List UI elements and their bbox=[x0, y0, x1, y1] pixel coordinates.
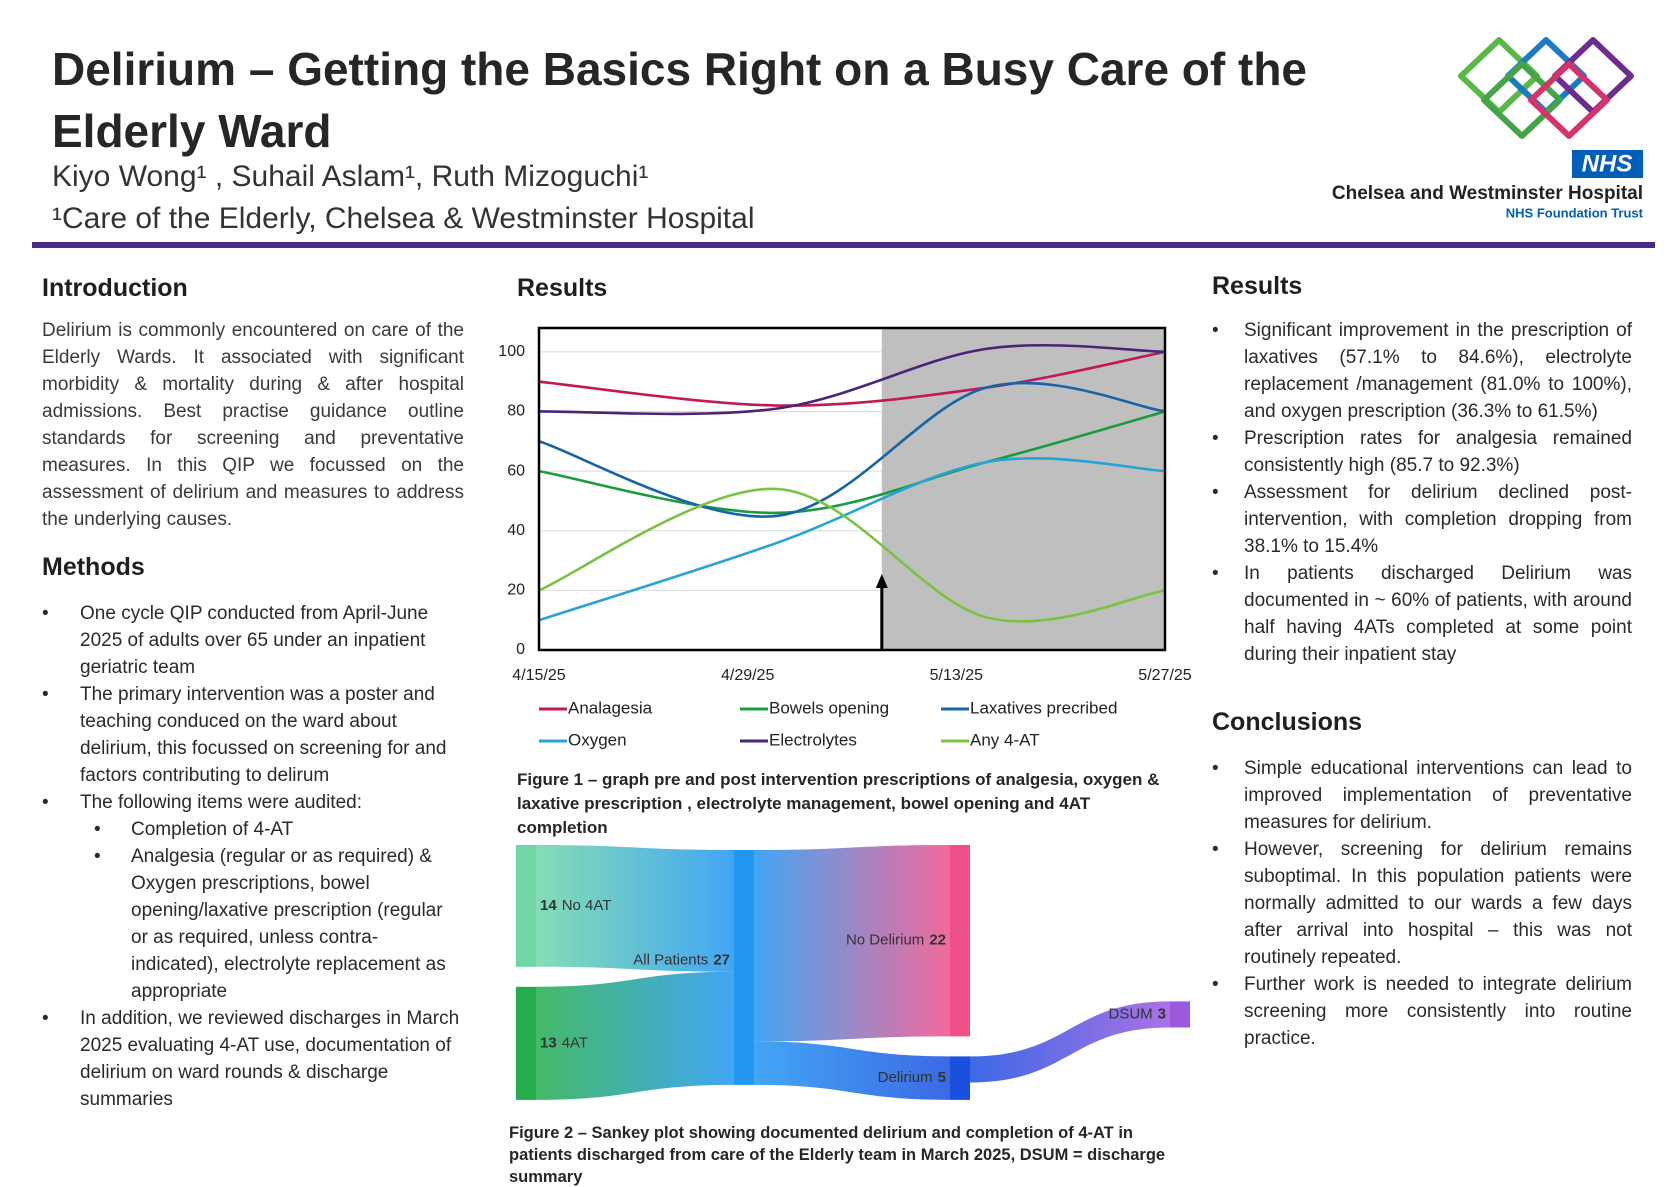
y-tick-label: 60 bbox=[507, 462, 525, 479]
series-line bbox=[538, 381, 1166, 518]
list-item: Simple educational interventions can lea… bbox=[1212, 755, 1632, 836]
list-item: In patients discharged Delirium was docu… bbox=[1212, 560, 1632, 668]
item-text: The primary intervention was a poster an… bbox=[80, 684, 447, 786]
divider bbox=[32, 242, 1655, 248]
item-text: One cycle QIP conducted from April-June … bbox=[80, 603, 429, 678]
intervention-arrow-head bbox=[875, 574, 888, 588]
y-tick-label: 20 bbox=[507, 582, 525, 599]
list-item: The primary intervention was a poster an… bbox=[42, 681, 464, 789]
list-item: Prescription rates for analgesia remaine… bbox=[1212, 425, 1632, 479]
node-name: DSUM bbox=[1108, 1005, 1152, 1022]
list-item: In addition, we reviewed discharges in M… bbox=[42, 1005, 464, 1113]
node-value: 22 bbox=[929, 932, 946, 949]
node-label: Delirium 5 bbox=[878, 1069, 946, 1086]
logo: NHS Chelsea and Westminster Hospital NHS… bbox=[1332, 37, 1644, 220]
conclusions-list: Simple educational interventions can lea… bbox=[1212, 755, 1632, 1052]
affiliation: ¹Care of the Elderly, Chelsea & Westmins… bbox=[52, 202, 755, 235]
node-name: No 4AT bbox=[562, 897, 612, 914]
series-line bbox=[538, 457, 1166, 622]
flow bbox=[536, 971, 734, 1100]
node bbox=[950, 1056, 970, 1100]
right-column: Results Significant improvement in the p… bbox=[1212, 272, 1632, 1052]
legend-label: Laxatives precribed bbox=[970, 698, 1117, 717]
figure-caption: Figure 2 – Sankey plot showing documente… bbox=[509, 1124, 1166, 1186]
list-item: Analgesia (regular or as required) & Oxy… bbox=[80, 843, 464, 1005]
legend-label: Analagesia bbox=[568, 698, 653, 717]
flow bbox=[754, 845, 950, 1042]
series-line bbox=[538, 343, 1166, 416]
authors: Kiyo Wong¹ , Suhail Aslam¹, Ruth Mizoguc… bbox=[52, 160, 649, 193]
flow bbox=[536, 845, 734, 972]
flow bbox=[754, 1041, 950, 1100]
y-tick-label: 80 bbox=[507, 403, 525, 420]
list-item: Assessment for delirium declined post-in… bbox=[1212, 479, 1632, 560]
node bbox=[950, 845, 970, 1037]
legend-label: Bowels opening bbox=[769, 698, 889, 717]
heading: Methods bbox=[42, 553, 145, 581]
node-label: DSUM 3 bbox=[1108, 1005, 1166, 1022]
x-tick-label: 5/13/25 bbox=[930, 667, 983, 684]
x-tick-label: 4/29/25 bbox=[721, 667, 774, 684]
node-name: No Delirium bbox=[846, 932, 924, 949]
flow bbox=[970, 1001, 1170, 1083]
intro-text: Delirium is commonly encountered on care… bbox=[42, 320, 464, 530]
node-label: 13 4AT bbox=[540, 1034, 588, 1051]
node-label: All Patients 27 bbox=[633, 951, 730, 968]
node-value: 13 bbox=[540, 1034, 557, 1051]
legend-label: Any 4-AT bbox=[970, 730, 1040, 749]
series-line bbox=[538, 487, 1166, 623]
nhs-mark: NHS bbox=[1582, 150, 1633, 177]
results-list: Significant improvement in the prescript… bbox=[1212, 317, 1632, 668]
trust: NHS Foundation Trust bbox=[1506, 205, 1644, 220]
x-tick-label: 5/27/25 bbox=[1138, 667, 1191, 684]
x-tick-label: 4/15/25 bbox=[512, 667, 565, 684]
node bbox=[516, 845, 536, 967]
node bbox=[1170, 1001, 1190, 1028]
heading: Results bbox=[517, 274, 608, 302]
y-tick-label: 100 bbox=[498, 343, 525, 360]
series-line bbox=[538, 410, 1166, 515]
node-name: All Patients bbox=[633, 951, 708, 968]
series-line bbox=[538, 350, 1166, 407]
left-column: Introduction Delirium is commonly encoun… bbox=[42, 274, 464, 1113]
node-name: 4AT bbox=[562, 1034, 588, 1051]
node-label: 14 No 4AT bbox=[540, 897, 611, 914]
node-label: No Delirium 22 bbox=[846, 932, 946, 949]
list-item: The following items were audited: Complet… bbox=[42, 789, 464, 1005]
list-item: Further work is needed to integrate deli… bbox=[1212, 971, 1632, 1052]
node-value: 5 bbox=[938, 1069, 946, 1086]
node-value: 27 bbox=[713, 951, 730, 968]
node-value: 14 bbox=[540, 897, 557, 914]
heading: Introduction bbox=[42, 274, 188, 302]
heading: Results bbox=[1212, 272, 1303, 300]
methods-list: One cycle QIP conducted from April-June … bbox=[42, 600, 464, 1113]
list-item: Significant improvement in the prescript… bbox=[1212, 317, 1632, 425]
figure-caption: Figure 1 – graph pre and post interventi… bbox=[517, 770, 1160, 837]
node bbox=[516, 986, 536, 1100]
y-tick-label: 40 bbox=[507, 522, 525, 539]
node-value: 3 bbox=[1158, 1005, 1166, 1022]
y-tick-label: 0 bbox=[516, 641, 525, 658]
node bbox=[734, 850, 754, 1085]
legend-label: Electrolytes bbox=[769, 730, 857, 749]
list-item: One cycle QIP conducted from April-June … bbox=[42, 600, 464, 681]
heading: Conclusions bbox=[1212, 708, 1363, 736]
plot-frame bbox=[537, 326, 1167, 652]
node-name: Delirium bbox=[878, 1069, 933, 1086]
item-text: In addition, we reviewed discharges in M… bbox=[80, 1008, 460, 1110]
list-item: However, screening for delirium remains … bbox=[1212, 836, 1632, 971]
nhs-box bbox=[1572, 150, 1643, 178]
legend-label: Oxygen bbox=[568, 730, 627, 749]
organisation: Chelsea and Westminster Hospital bbox=[1332, 183, 1643, 204]
title: Delirium – Getting the Basics Right on a… bbox=[52, 43, 1308, 157]
line-chart: 0 20 40 60 80 100 4/15/25 4/29/25 5/13/25 5/27/25… bbox=[498, 326, 1192, 749]
sub-list: Completion of 4-ATAnalgesia (regular or … bbox=[80, 816, 464, 1005]
list-item: Completion of 4-AT bbox=[80, 816, 464, 843]
sankey: 14 No 4AT 13 4AT All Patients 27 No Delirium 22… bbox=[516, 845, 1190, 1100]
item-text: The following items were audited: bbox=[80, 792, 362, 813]
